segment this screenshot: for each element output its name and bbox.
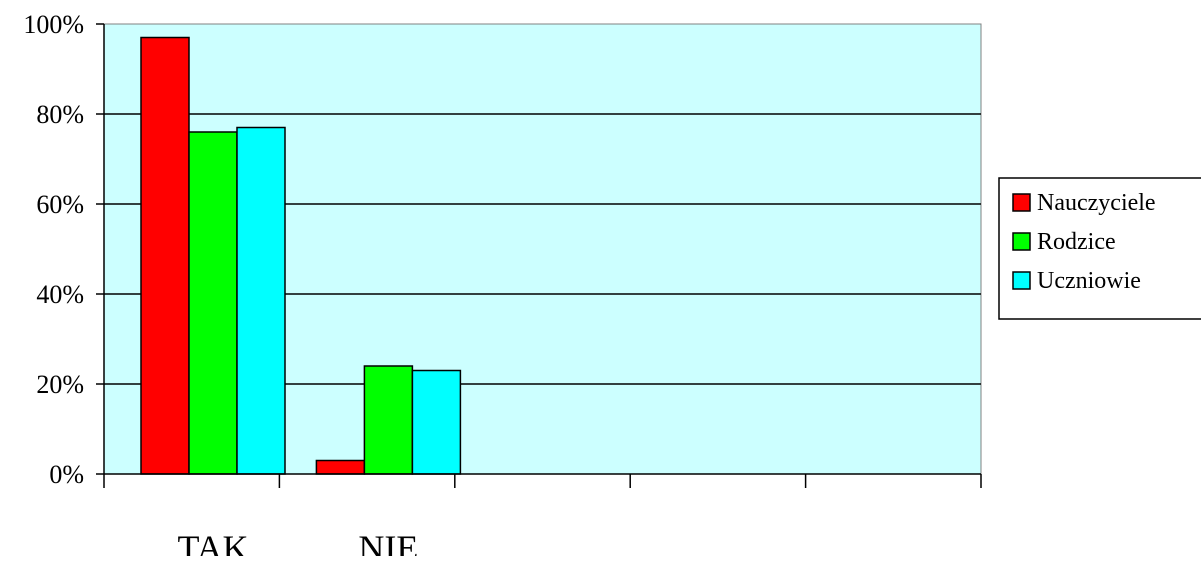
legend-swatch-uczniowie bbox=[1012, 271, 1031, 290]
legend-label-rodzice: Rodzice bbox=[1037, 229, 1116, 255]
legend-swatch-rodzice bbox=[1012, 232, 1031, 251]
y-tick-label: 40% bbox=[36, 280, 84, 309]
y-tick-label: 20% bbox=[36, 370, 84, 399]
x-tick-label: TAK bbox=[177, 528, 248, 556]
bar-rodzice-nie bbox=[363, 365, 414, 475]
y-tick-label: 80% bbox=[36, 100, 84, 129]
legend-box bbox=[998, 177, 1201, 320]
legend: Nauczyciele Rodzice Uczniowie bbox=[998, 177, 1201, 320]
bar-nauczyciele-nie bbox=[315, 459, 366, 475]
legend-label-uczniowie: Uczniowie bbox=[1037, 268, 1141, 294]
y-tick-label: 0% bbox=[49, 460, 84, 489]
legend-label-nauczyciele: Nauczyciele bbox=[1037, 190, 1156, 216]
bar-uczniowie-nie bbox=[411, 369, 462, 475]
y-tick-label: 100% bbox=[23, 10, 84, 39]
x-tick-label: NIE bbox=[358, 528, 418, 556]
bar-nauczyciele-tak bbox=[140, 36, 190, 475]
y-tick-label: 60% bbox=[36, 190, 84, 219]
bar-rodzice-tak bbox=[188, 131, 238, 475]
bar-uczniowie-tak bbox=[236, 126, 286, 475]
legend-swatch-nauczyciele bbox=[1012, 193, 1031, 212]
